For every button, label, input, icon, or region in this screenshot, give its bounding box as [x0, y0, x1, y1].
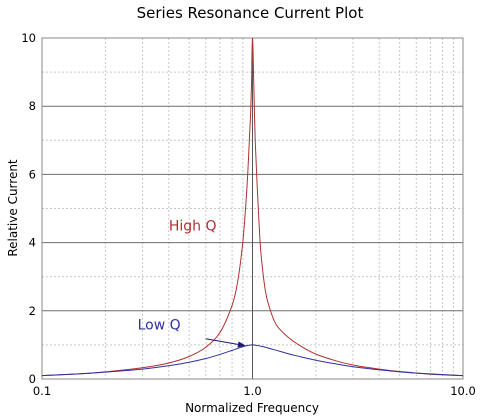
annotation-high-q: High Q [169, 219, 217, 235]
annotation-low-q: Low Q [138, 318, 181, 334]
y-tick-label: 10 [21, 31, 36, 45]
annotations: High Q Low Q [138, 219, 246, 348]
y-tick-label: 0 [29, 372, 36, 386]
series-line-high-q [41, 37, 464, 377]
series-line-low-q [41, 344, 464, 377]
minor-grid [42, 38, 463, 379]
y-tick-label: 4 [29, 236, 36, 250]
major-grid [42, 38, 463, 379]
x-axis-label: Normalized Frequency [185, 401, 319, 415]
series-layer [41, 37, 464, 377]
y-axis-label: Relative Current [6, 159, 20, 257]
annotation-low-q-arrow [205, 338, 246, 348]
x-tick-label: 0.1 [33, 384, 51, 398]
y-tick-label: 2 [29, 304, 36, 318]
y-tick-labels: 0 2 4 6 8 10 [21, 31, 36, 386]
y-tick-label: 8 [29, 99, 36, 113]
x-tick-label: 10.0 [450, 384, 476, 398]
x-tick-label: 1.0 [243, 384, 261, 398]
chart-title: Series Resonance Current Plot [137, 4, 364, 22]
y-tick-label: 6 [29, 167, 36, 181]
x-tick-labels: 0.1 1.0 10.0 [33, 384, 476, 398]
